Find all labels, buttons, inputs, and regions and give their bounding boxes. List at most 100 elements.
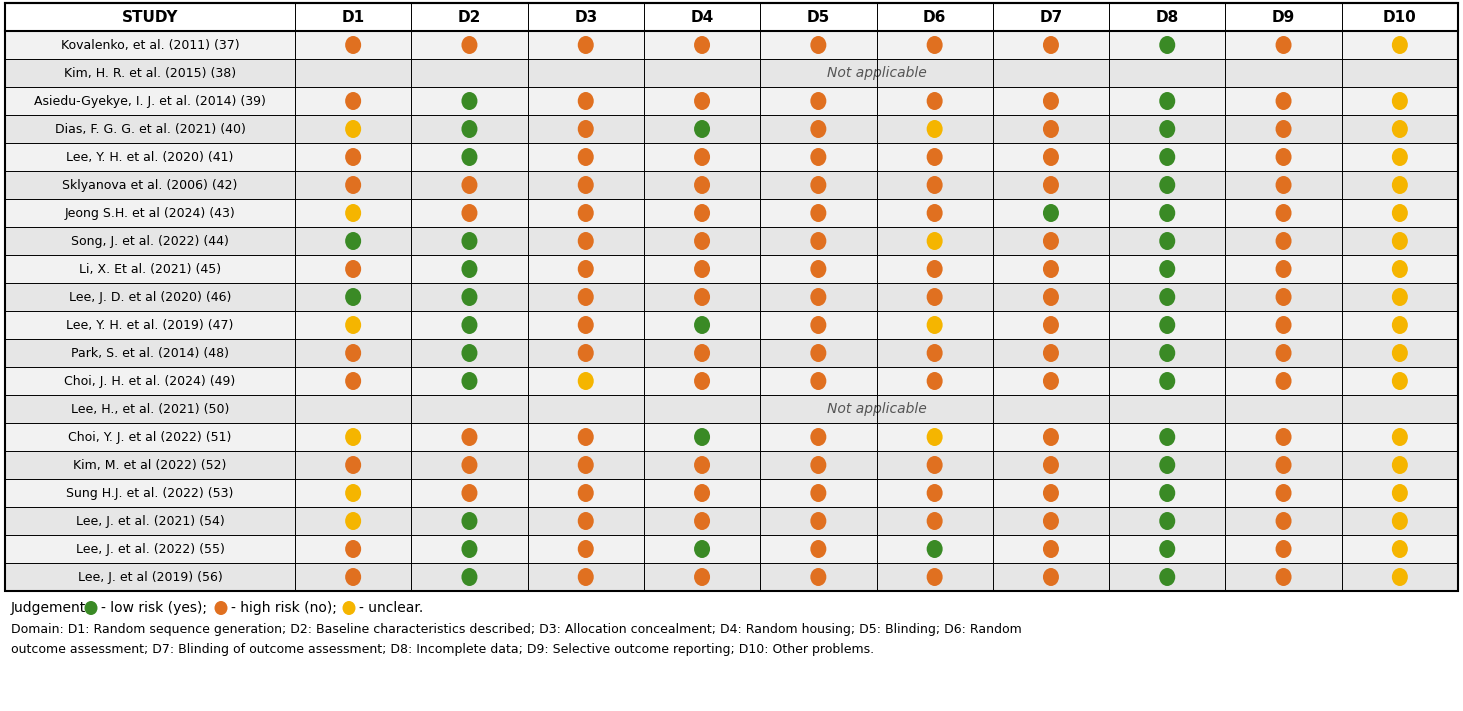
Text: D10: D10 (1383, 9, 1416, 24)
Text: Lee, J. et al (2019) (56): Lee, J. et al (2019) (56) (78, 570, 222, 584)
Ellipse shape (578, 120, 594, 138)
Ellipse shape (461, 344, 477, 362)
Ellipse shape (461, 540, 477, 558)
Bar (4, 31, 1459, 59)
Ellipse shape (1276, 148, 1292, 166)
Ellipse shape (1043, 36, 1059, 54)
Ellipse shape (926, 456, 942, 474)
Ellipse shape (1043, 204, 1059, 222)
Ellipse shape (811, 232, 827, 250)
Ellipse shape (811, 568, 827, 586)
Ellipse shape (578, 484, 594, 502)
Ellipse shape (345, 288, 361, 306)
Ellipse shape (1391, 120, 1407, 138)
Ellipse shape (926, 204, 942, 222)
Bar (4, 3, 1459, 31)
Ellipse shape (461, 456, 477, 474)
Bar (4, 227, 1459, 255)
Ellipse shape (1159, 512, 1175, 530)
Ellipse shape (926, 36, 942, 54)
Ellipse shape (926, 232, 942, 250)
Ellipse shape (345, 260, 361, 278)
Ellipse shape (811, 344, 827, 362)
Ellipse shape (1276, 204, 1292, 222)
Text: Lee, H., et al. (2021) (50): Lee, H., et al. (2021) (50) (70, 402, 230, 415)
Ellipse shape (1159, 92, 1175, 110)
Ellipse shape (345, 456, 361, 474)
Ellipse shape (461, 372, 477, 390)
Ellipse shape (1043, 120, 1059, 138)
Ellipse shape (461, 148, 477, 166)
Ellipse shape (1391, 372, 1407, 390)
Ellipse shape (926, 568, 942, 586)
Ellipse shape (461, 232, 477, 250)
Text: Domain: D1: Random sequence generation; D2: Baseline characteristics described; : Domain: D1: Random sequence generation; … (12, 624, 1021, 636)
Ellipse shape (811, 512, 827, 530)
Ellipse shape (578, 92, 594, 110)
Ellipse shape (1159, 36, 1175, 54)
Text: Asiedu-Gyekye, I. J. et al. (2014) (39): Asiedu-Gyekye, I. J. et al. (2014) (39) (34, 95, 266, 107)
Ellipse shape (1043, 484, 1059, 502)
Ellipse shape (693, 204, 710, 222)
Ellipse shape (345, 512, 361, 530)
Bar (4, 87, 1459, 115)
Ellipse shape (811, 288, 827, 306)
Text: Jeong S.H. et al (2024) (43): Jeong S.H. et al (2024) (43) (64, 206, 236, 220)
Text: Kovalenko, et al. (2011) (37): Kovalenko, et al. (2011) (37) (60, 38, 240, 51)
Ellipse shape (926, 372, 942, 390)
Ellipse shape (1159, 344, 1175, 362)
Ellipse shape (693, 260, 710, 278)
Ellipse shape (1043, 568, 1059, 586)
Ellipse shape (1391, 428, 1407, 446)
Bar (4, 283, 1459, 311)
Ellipse shape (578, 344, 594, 362)
Ellipse shape (578, 512, 594, 530)
Ellipse shape (578, 288, 594, 306)
Bar (4, 255, 1459, 283)
Ellipse shape (1276, 316, 1292, 334)
Ellipse shape (811, 260, 827, 278)
Ellipse shape (1391, 344, 1407, 362)
Ellipse shape (461, 568, 477, 586)
Ellipse shape (693, 316, 710, 334)
Text: Park, S. et al. (2014) (48): Park, S. et al. (2014) (48) (72, 346, 230, 360)
Ellipse shape (811, 36, 827, 54)
Text: D2: D2 (458, 9, 481, 24)
Ellipse shape (1159, 204, 1175, 222)
Ellipse shape (926, 540, 942, 558)
Ellipse shape (578, 372, 594, 390)
Text: Not applicable: Not applicable (827, 66, 926, 80)
Ellipse shape (811, 540, 827, 558)
Text: D9: D9 (1271, 9, 1295, 24)
Ellipse shape (461, 428, 477, 446)
Text: Song, J. et al. (2022) (44): Song, J. et al. (2022) (44) (72, 235, 228, 247)
Ellipse shape (461, 484, 477, 502)
Ellipse shape (578, 36, 594, 54)
Ellipse shape (1391, 92, 1407, 110)
Ellipse shape (1043, 148, 1059, 166)
Ellipse shape (693, 428, 710, 446)
Ellipse shape (1391, 260, 1407, 278)
Bar (4, 311, 1459, 339)
Ellipse shape (693, 232, 710, 250)
Ellipse shape (1276, 288, 1292, 306)
Ellipse shape (345, 316, 361, 334)
Text: D6: D6 (923, 9, 947, 24)
Bar (4, 395, 1459, 423)
Ellipse shape (1159, 260, 1175, 278)
Bar (4, 423, 1459, 451)
Ellipse shape (1043, 260, 1059, 278)
Text: D5: D5 (806, 9, 830, 24)
Bar (4, 59, 1459, 87)
Ellipse shape (693, 148, 710, 166)
Ellipse shape (1159, 484, 1175, 502)
Ellipse shape (811, 204, 827, 222)
Ellipse shape (345, 232, 361, 250)
Ellipse shape (1391, 204, 1407, 222)
Ellipse shape (215, 601, 228, 615)
Ellipse shape (345, 344, 361, 362)
Ellipse shape (1391, 540, 1407, 558)
Ellipse shape (1391, 232, 1407, 250)
Text: D1: D1 (341, 9, 364, 24)
Ellipse shape (811, 372, 827, 390)
